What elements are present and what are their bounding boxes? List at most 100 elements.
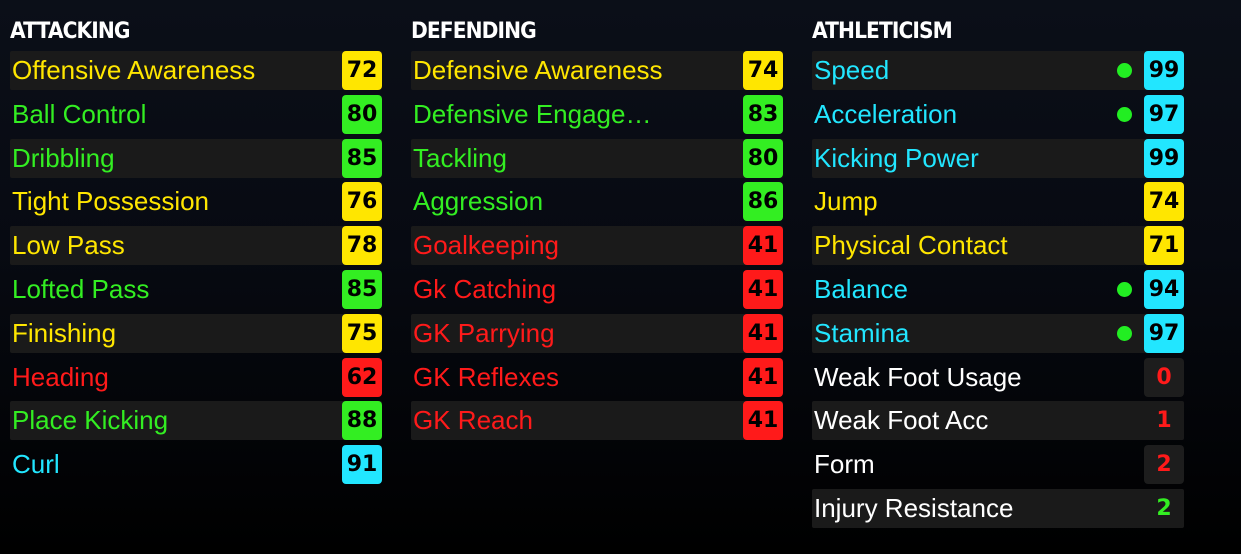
stat-value-badge: 41 xyxy=(743,401,783,441)
stat-label: Aggression xyxy=(413,186,544,217)
stat-row-form: Form 2 xyxy=(812,445,1184,485)
stat-label: Heading xyxy=(12,361,109,392)
stat-row-gk-reach: GK Reach 41 xyxy=(411,401,783,441)
section-title-athleticism: ATHLETICISM xyxy=(812,19,953,44)
stat-label: Physical Contact xyxy=(814,230,1008,261)
stat-value-badge: 74 xyxy=(743,51,783,90)
stat-label: Injury Resistance xyxy=(814,492,1014,523)
stat-label: Goalkeeping xyxy=(413,230,559,261)
stat-label: Tight Possession xyxy=(12,186,210,217)
stat-row-kicking-power: Kicking Power 99 xyxy=(812,138,1184,178)
stat-row-defensive-awareness: Defensive Awareness 74 xyxy=(411,51,783,90)
stat-row-speed: Speed 99 xyxy=(812,51,1184,90)
stat-value-badge: 0 xyxy=(1144,357,1184,397)
stat-row-injury-resistance: Injury Resistance 2 xyxy=(812,488,1184,528)
stat-row-lofted-pass: Lofted Pass 85 xyxy=(10,269,382,309)
stat-value-badge: 83 xyxy=(743,94,783,134)
stat-label: GK Reflexes xyxy=(413,361,559,392)
stat-value-badge: 1 xyxy=(1156,408,1172,434)
stat-row-balance: Balance 94 xyxy=(812,269,1184,309)
stat-row-heading: Heading 62 xyxy=(10,357,382,397)
stat-value-badge: 41 xyxy=(743,313,783,353)
stat-value-badge: 2 xyxy=(1156,495,1172,521)
stat-row-weak-foot-usage: Weak Foot Usage 0 xyxy=(812,357,1184,397)
stat-value-badge: 41 xyxy=(743,226,783,266)
boost-indicator-dot-icon xyxy=(1117,281,1132,297)
stat-value-badge: 85 xyxy=(342,138,382,178)
stat-value-badge: 71 xyxy=(1144,226,1184,266)
defending-stat-list: Defensive Awareness 74 Defensive Engage… 83… xyxy=(411,51,783,441)
stat-value-badge: 74 xyxy=(1144,182,1184,222)
section-title-defending: DEFENDING xyxy=(411,19,537,44)
stat-row-curl: Curl 91 xyxy=(10,445,382,485)
stat-value-badge: 62 xyxy=(342,357,382,397)
stat-label: Weak Foot Acc xyxy=(814,405,989,436)
stat-value-badge: 72 xyxy=(342,51,382,90)
stat-label: Stamina xyxy=(814,317,910,348)
stat-row-low-pass: Low Pass 78 xyxy=(10,226,382,266)
stat-label: Curl xyxy=(12,449,60,480)
stat-value-badge: 76 xyxy=(342,182,382,222)
stat-label: Lofted Pass xyxy=(12,273,150,304)
stat-row-offensive-awareness: Offensive Awareness 72 xyxy=(10,51,382,90)
stat-row-jump: Jump 74 xyxy=(812,182,1184,222)
stat-value-badge: 2 xyxy=(1144,445,1184,485)
stat-value-badge: 97 xyxy=(1144,94,1184,134)
stat-row-tackling: Tackling 80 xyxy=(411,138,783,178)
boost-indicator-dot-icon xyxy=(1117,63,1132,78)
stat-label: Defensive Engage… xyxy=(413,98,652,129)
stat-row-place-kicking: Place Kicking 88 xyxy=(10,401,382,441)
stat-row-defensive-engage: Defensive Engage… 83 xyxy=(411,94,783,134)
stat-row-gk-parrying: GK Parrying 41 xyxy=(411,313,783,353)
athleticism-section: ATHLETICISM Speed 99 Acceleration 97 Kicking… xyxy=(812,18,1184,533)
stat-row-aggression: Aggression 86 xyxy=(411,182,783,222)
stat-label: GK Reach xyxy=(413,405,533,436)
stat-label: Acceleration xyxy=(814,98,958,129)
defending-section: DEFENDING Defensive Awareness 74 Defensive… xyxy=(411,18,783,445)
stat-value-badge: 88 xyxy=(342,401,382,441)
stat-value-badge: 78 xyxy=(342,226,382,266)
stat-label: Gk Catching xyxy=(413,273,557,304)
stat-label: Offensive Awareness xyxy=(12,55,256,85)
stat-row-tight-possession: Tight Possession 76 xyxy=(10,182,382,222)
boost-indicator-dot-icon xyxy=(1117,106,1132,122)
stat-value-badge: 75 xyxy=(342,313,382,353)
stat-label: Form xyxy=(814,449,875,480)
boost-indicator-dot-icon xyxy=(1117,325,1132,341)
stat-value-badge: 80 xyxy=(342,94,382,134)
stat-value-badge: 94 xyxy=(1144,269,1184,309)
stat-row-weak-foot-acc: Weak Foot Acc 1 xyxy=(812,401,1184,441)
stat-label: GK Parrying xyxy=(413,317,555,348)
attacking-stat-list: Offensive Awareness 72 Ball Control 80 Dribb… xyxy=(10,51,382,485)
stat-row-finishing: Finishing 75 xyxy=(10,313,382,353)
stat-row-dribbling: Dribbling 85 xyxy=(10,138,382,178)
stat-label: Dribbling xyxy=(12,142,115,173)
stat-row-goalkeeping: Goalkeeping 41 xyxy=(411,226,783,266)
section-title-attacking: ATTACKING xyxy=(10,19,131,44)
stat-label: Defensive Awareness xyxy=(413,55,663,85)
stat-label: Weak Foot Usage xyxy=(814,361,1022,392)
stat-label: Kicking Power xyxy=(814,142,979,173)
stat-value-badge: 41 xyxy=(743,357,783,397)
stat-value-badge: 99 xyxy=(1144,51,1184,90)
stat-row-acceleration: Acceleration 97 xyxy=(812,94,1184,134)
stat-row-gk-catching: Gk Catching 41 xyxy=(411,269,783,309)
stat-value-badge: 91 xyxy=(342,445,382,485)
stat-row-physical-contact: Physical Contact 71 xyxy=(812,226,1184,266)
stat-value-badge: 80 xyxy=(743,138,783,178)
attacking-section: ATTACKING Offensive Awareness 72 Ball Cont… xyxy=(10,18,382,489)
stat-value-badge: 85 xyxy=(342,269,382,309)
stat-label: Jump xyxy=(814,186,878,217)
stat-value-badge: 99 xyxy=(1144,138,1184,178)
stat-value-badge: 86 xyxy=(743,182,783,222)
stat-label: Speed xyxy=(814,55,890,85)
stat-value-badge: 97 xyxy=(1144,313,1184,353)
stat-label: Place Kicking xyxy=(12,405,169,436)
stat-row-ball-control: Ball Control 80 xyxy=(10,94,382,134)
athleticism-stat-list: Speed 99 Acceleration 97 Kicking Power 99 Jump… xyxy=(812,51,1184,528)
stat-label: Low Pass xyxy=(12,230,125,261)
stat-label: Ball Control xyxy=(12,98,147,129)
stat-label: Balance xyxy=(814,273,908,304)
stat-label: Finishing xyxy=(12,317,117,348)
stat-value-badge: 41 xyxy=(743,269,783,309)
